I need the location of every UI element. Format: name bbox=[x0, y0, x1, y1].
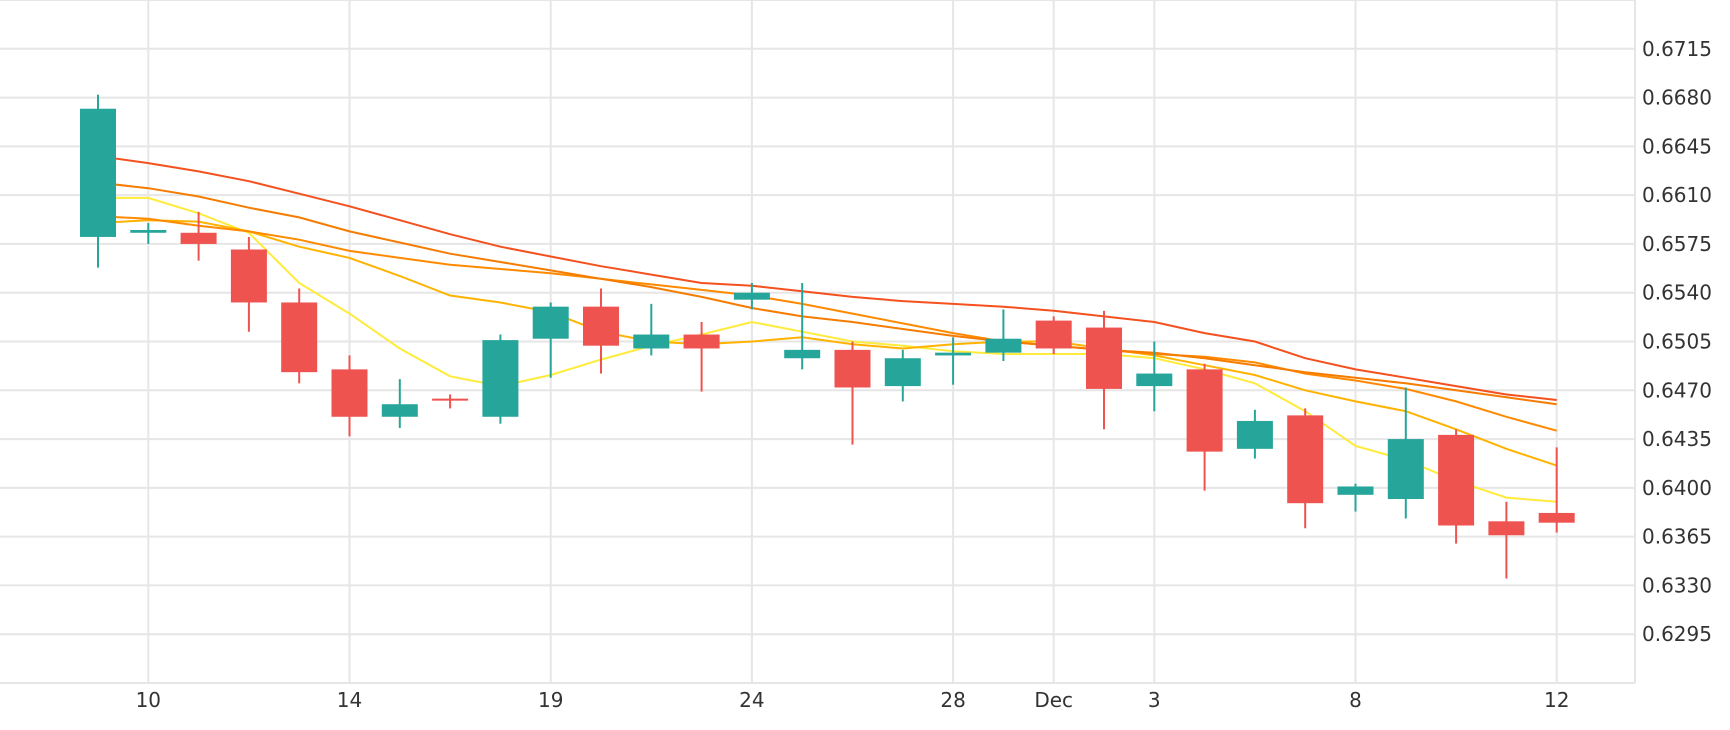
candle-body bbox=[281, 302, 318, 373]
candle-body bbox=[1035, 320, 1072, 349]
y-tick-label: 0.6365 bbox=[1642, 525, 1712, 549]
x-tick-label: 12 bbox=[1544, 688, 1569, 712]
candle-body bbox=[1236, 420, 1273, 449]
x-tick-label: 19 bbox=[538, 688, 563, 712]
candle bbox=[1186, 363, 1223, 491]
candle-body bbox=[935, 352, 972, 356]
candle bbox=[683, 321, 720, 392]
x-tick-label: 24 bbox=[739, 688, 764, 712]
candle bbox=[733, 282, 770, 310]
candle bbox=[281, 288, 318, 384]
y-tick-label: 0.6505 bbox=[1642, 330, 1712, 354]
axis-layer: 0.6715 0.6680 0.6645 0.6610 0.6575 0.6540 0.65… bbox=[136, 37, 1712, 712]
candle bbox=[1136, 341, 1173, 412]
candle bbox=[1488, 501, 1525, 579]
candle bbox=[985, 309, 1022, 362]
candle-body bbox=[80, 108, 116, 237]
y-tick-label: 0.6540 bbox=[1642, 281, 1712, 305]
candle bbox=[1387, 387, 1424, 519]
candle bbox=[1287, 408, 1324, 529]
candle-body bbox=[784, 349, 821, 359]
candle bbox=[1035, 316, 1072, 355]
x-tick-label: 10 bbox=[136, 688, 161, 712]
y-tick-label: 0.6470 bbox=[1642, 378, 1712, 402]
candle bbox=[180, 211, 217, 261]
y-tick-label: 0.6680 bbox=[1642, 86, 1712, 110]
x-tick-label: 28 bbox=[940, 688, 965, 712]
x-tick-label: Dec bbox=[1034, 688, 1073, 712]
candle-body bbox=[532, 306, 569, 339]
y-tick-label: 0.6645 bbox=[1642, 134, 1712, 158]
candle-body bbox=[1488, 521, 1525, 536]
x-tick-label: 14 bbox=[337, 688, 362, 712]
candle bbox=[1538, 447, 1575, 533]
moving-average-line-4 bbox=[97, 181, 1557, 406]
candle-body bbox=[884, 358, 921, 387]
moving-average-line-2 bbox=[97, 219, 1558, 467]
candle-body bbox=[230, 249, 267, 303]
candle bbox=[1086, 310, 1122, 430]
y-tick-label: 0.6715 bbox=[1642, 37, 1712, 61]
x-tick-label: 3 bbox=[1148, 688, 1161, 712]
grid-layer bbox=[0, 0, 1636, 684]
candle-body bbox=[130, 229, 167, 233]
candle bbox=[935, 337, 972, 385]
candle bbox=[633, 303, 670, 356]
candle-body bbox=[381, 404, 418, 417]
candle-body bbox=[1538, 512, 1575, 523]
y-tick-label: 0.6295 bbox=[1642, 622, 1712, 646]
candle bbox=[331, 355, 368, 437]
candle-body bbox=[432, 398, 469, 401]
candle-body bbox=[180, 232, 217, 244]
candle bbox=[432, 394, 469, 409]
moving-average-line-3 bbox=[97, 215, 1557, 432]
candle-body bbox=[683, 334, 720, 349]
candle-body bbox=[583, 306, 619, 346]
candle-body bbox=[331, 369, 368, 417]
candle-body bbox=[985, 338, 1022, 353]
candle-body bbox=[482, 340, 519, 417]
candle bbox=[884, 349, 921, 402]
candle bbox=[130, 223, 167, 244]
candle-body bbox=[1337, 486, 1374, 495]
candle bbox=[381, 379, 418, 428]
candle-body bbox=[633, 334, 670, 349]
candle-body bbox=[1136, 373, 1173, 387]
candle-body bbox=[1387, 439, 1424, 500]
candle-body bbox=[834, 349, 871, 388]
y-tick-label: 0.6330 bbox=[1642, 573, 1712, 597]
candle bbox=[1337, 483, 1374, 512]
candle bbox=[80, 94, 116, 268]
y-tick-label: 0.6610 bbox=[1642, 183, 1712, 207]
candle-body bbox=[1287, 415, 1324, 504]
moving-average-line-5 bbox=[97, 155, 1557, 401]
y-tick-label: 0.6435 bbox=[1642, 427, 1712, 451]
candle bbox=[834, 341, 871, 445]
candle bbox=[1236, 409, 1273, 459]
candle-body bbox=[1086, 327, 1122, 389]
candle-body bbox=[1186, 369, 1223, 452]
candle bbox=[482, 334, 519, 424]
candle-layer bbox=[80, 94, 1575, 579]
y-tick-label: 0.6400 bbox=[1642, 476, 1712, 500]
candle bbox=[230, 236, 267, 332]
x-tick-label: 8 bbox=[1349, 688, 1362, 712]
candle bbox=[784, 282, 821, 370]
candle-body bbox=[1438, 434, 1475, 526]
candle bbox=[532, 302, 569, 378]
candle bbox=[1438, 429, 1475, 544]
candle bbox=[583, 288, 619, 374]
y-tick-label: 0.6575 bbox=[1642, 232, 1712, 256]
candle-body bbox=[733, 292, 770, 300]
